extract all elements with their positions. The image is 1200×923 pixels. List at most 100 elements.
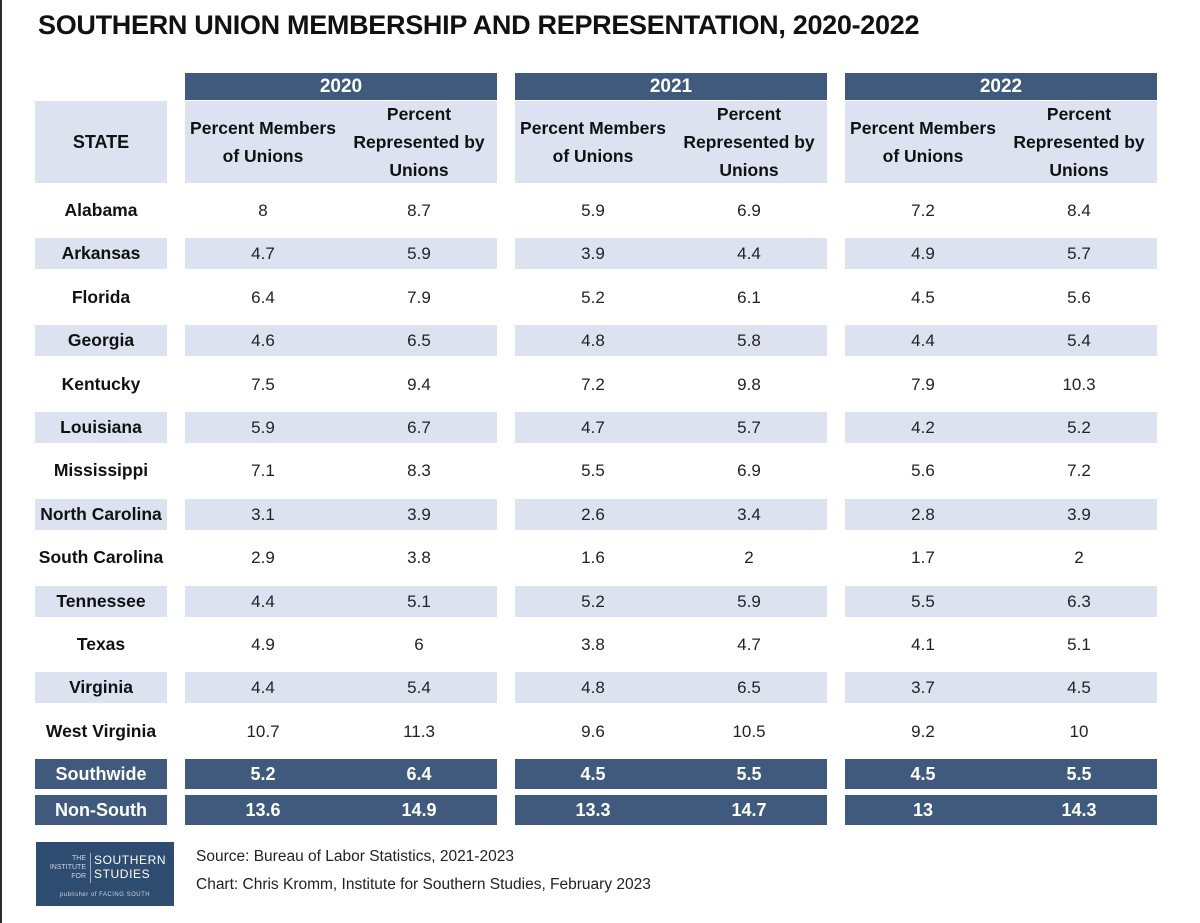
value-cell: 5.4 — [407, 677, 431, 697]
summary-value: 13 — [912, 799, 934, 820]
value-cell: 5.8 — [737, 330, 761, 350]
value-cell: 3.9 — [581, 243, 605, 263]
row-band — [845, 412, 1157, 443]
value-cell: 5.2 — [1067, 417, 1091, 437]
summary-value: 13.6 — [245, 799, 281, 820]
logo-divider — [90, 853, 91, 883]
value-cell: 4.7 — [581, 417, 605, 437]
value-cell: 7.2 — [581, 374, 605, 394]
summary-band — [845, 795, 1157, 825]
value-cell: 4.4 — [251, 591, 275, 611]
row-band — [845, 672, 1157, 703]
row-band — [845, 586, 1157, 617]
summary-band — [185, 759, 497, 789]
row-band-state — [35, 325, 167, 356]
column-header-line: Represented by — [683, 132, 815, 152]
summary-band — [515, 759, 827, 789]
value-cell: 2 — [744, 547, 754, 567]
value-cell: 10 — [1069, 721, 1089, 741]
column-header-line: Percent Members — [850, 118, 996, 138]
summary-value: 5.2 — [250, 763, 276, 784]
state-name: Tennessee — [56, 591, 146, 611]
summary-value: 5.5 — [736, 763, 762, 784]
column-header-represented-2020: Percent Represented by Unions — [341, 101, 497, 183]
row-band-state — [35, 672, 167, 703]
column-header-line: Unions — [389, 160, 449, 180]
state-name: West Virginia — [45, 721, 157, 741]
value-cell: 5.4 — [1067, 330, 1091, 350]
value-cell: 5.5 — [581, 460, 605, 480]
value-cell: 5.9 — [581, 200, 605, 220]
summary-value: 14.9 — [401, 799, 437, 820]
summary-band-state — [35, 795, 167, 825]
summary-band — [845, 759, 1157, 789]
value-cell: 3.9 — [407, 504, 431, 524]
value-cell: 4.7 — [251, 243, 275, 263]
source-note: Source: Bureau of Labor Statistics, 2021… — [196, 848, 514, 865]
value-cell: 5.5 — [911, 591, 935, 611]
value-cell: 8 — [258, 200, 268, 220]
value-cell: 3.4 — [737, 504, 761, 524]
state-header-label: STATE — [72, 132, 130, 152]
summary-value: 5.5 — [1066, 763, 1092, 784]
row-band — [515, 499, 827, 530]
summary-band-state — [35, 759, 167, 789]
summary-band — [515, 795, 827, 825]
value-cell: 9.6 — [581, 721, 605, 741]
value-cell: 4.1 — [911, 634, 935, 654]
summary-value: 14.7 — [731, 799, 767, 820]
value-cell: 4.2 — [911, 417, 935, 437]
row-band-state — [35, 586, 167, 617]
value-cell: 10.3 — [1062, 374, 1096, 394]
column-header-line: Percent — [1046, 104, 1112, 124]
value-cell: 5.2 — [581, 591, 605, 611]
row-band — [185, 586, 497, 617]
value-cell: 4.8 — [581, 330, 605, 350]
value-cell: 1.6 — [581, 547, 605, 567]
year-header-2022: 2022 — [845, 73, 1157, 100]
state-name: Kentucky — [61, 374, 141, 394]
column-header-line: Represented by — [1013, 132, 1145, 152]
column-header-line: of Unions — [222, 146, 304, 166]
value-cell: 7.9 — [407, 287, 431, 307]
summary-value: 4.5 — [580, 763, 606, 784]
column-header-line: Percent — [716, 104, 782, 124]
year-header-2020: 2020 — [185, 73, 497, 100]
value-cell: 6.4 — [251, 287, 275, 307]
column-header-line: of Unions — [882, 146, 964, 166]
value-cell: 4.7 — [737, 634, 761, 654]
value-cell: 5.7 — [1067, 243, 1091, 263]
row-band — [515, 412, 827, 443]
value-cell: 6 — [414, 634, 424, 654]
column-header-members-2022: Percent Members of Unions — [845, 101, 1001, 183]
summary-band — [185, 795, 497, 825]
value-cell: 8.4 — [1067, 200, 1091, 220]
row-band — [185, 325, 497, 356]
logo-small-text: THE INSTITUTE FOR — [49, 855, 86, 880]
row-band — [515, 672, 827, 703]
chart-title: SOUTHERN UNION MEMBERSHIP AND REPRESENTA… — [38, 10, 920, 40]
value-cell: 9.8 — [737, 374, 761, 394]
value-cell: 4.5 — [1067, 677, 1091, 697]
value-cell: 5.7 — [737, 417, 761, 437]
state-name: North Carolina — [40, 504, 162, 524]
row-band — [185, 499, 497, 530]
year-header-2021: 2021 — [515, 73, 827, 100]
value-cell: 9.2 — [911, 721, 935, 741]
state-name: Texas — [76, 634, 126, 654]
value-cell: 4.5 — [911, 287, 935, 307]
value-cell: 7.2 — [911, 200, 935, 220]
column-header-line: of Unions — [552, 146, 634, 166]
value-cell: 4.9 — [911, 243, 935, 263]
row-band — [185, 672, 497, 703]
value-cell: 5.9 — [737, 591, 761, 611]
column-header-line: Unions — [1049, 160, 1109, 180]
row-band — [845, 325, 1157, 356]
column-header-line: Percent Members — [520, 118, 666, 138]
value-cell: 7.2 — [1067, 460, 1091, 480]
state-name: Alabama — [64, 200, 138, 220]
value-cell: 6.9 — [737, 460, 761, 480]
value-cell: 4.4 — [251, 677, 275, 697]
value-cell: 2.9 — [251, 547, 275, 567]
value-cell: 6.3 — [1067, 591, 1091, 611]
